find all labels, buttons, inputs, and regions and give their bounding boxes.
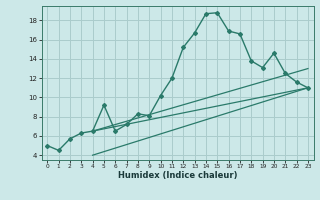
X-axis label: Humidex (Indice chaleur): Humidex (Indice chaleur) [118,171,237,180]
